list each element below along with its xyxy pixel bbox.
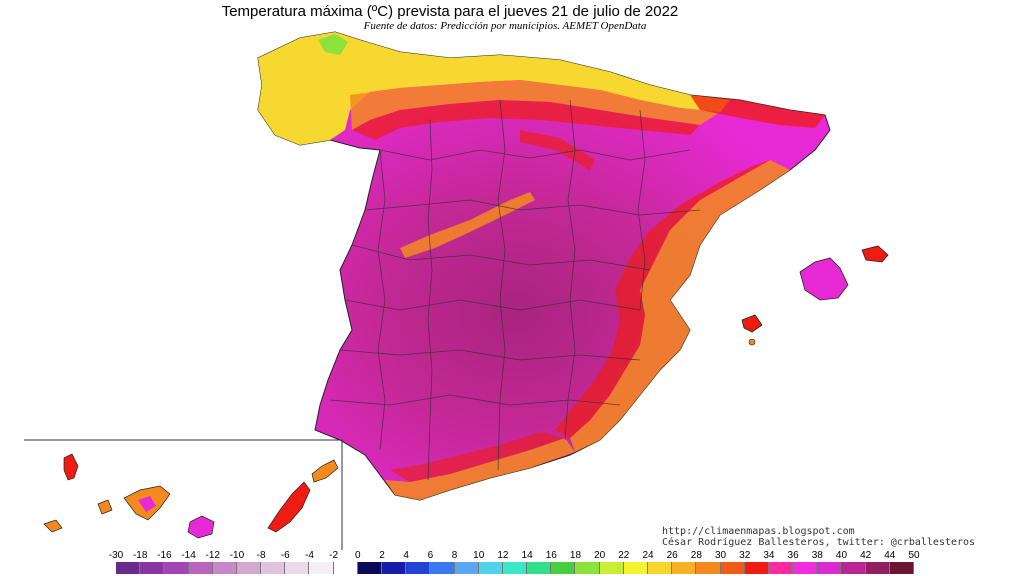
legend-label: -16 [157,550,172,561]
legend-label: 32 [739,550,751,561]
legend-label: 30 [714,550,727,561]
el-hierro-island [43,519,63,533]
fuerteventura-island [267,481,311,533]
legend-label: 18 [569,550,582,561]
legend-label: 4 [403,550,409,561]
legend-label: 12 [497,550,509,561]
legend-swatch [212,562,237,574]
legend-swatch [454,562,479,574]
legend-swatch [116,562,141,574]
iberian-system-streak [520,130,595,170]
legend-swatch [551,562,576,574]
legend-label: 14 [521,550,533,561]
tenerife-core [138,496,156,512]
legend-label: -8 [256,550,266,561]
legend-swatch [696,562,721,574]
gran-canaria-island [187,515,215,539]
legend-label: 16 [545,550,557,561]
legend-label: 34 [763,550,775,561]
legend-label: 22 [618,550,630,561]
legend-label: 28 [690,550,702,561]
legend-label: -14 [181,550,196,561]
north-coast-orange [350,80,720,130]
legend-swatch [575,562,600,574]
color-legend: -30 -18 -16 -14 -12 -10 -8 -6 -4 -2 0 2 4 6 8 10 12 14 16 1… [0,550,1024,576]
credits: http://climaenmapas.blogspot.com César R… [662,526,975,548]
legend-swatch [164,562,189,574]
legend-label: 2 [379,550,385,561]
legend-swatch [744,562,769,574]
la-gomera-island [97,499,113,515]
legend-label: -4 [305,550,314,561]
pyrenees-band [690,95,825,128]
legend-swatch [261,562,286,574]
central-system-streak [400,192,535,258]
mallorca-island [799,257,849,301]
legend-label: 38 [811,550,823,561]
legend-swatch [502,562,528,574]
legend-swatch [817,562,842,574]
legend-label: -6 [280,550,290,561]
legend-label: -2 [329,550,339,561]
legend-label: 6 [427,550,434,561]
legend-label: -12 [205,550,220,561]
legend-swatch [406,562,431,574]
legend-swatch [140,562,165,574]
east-red-inner [555,160,770,438]
galicia-green [318,34,348,55]
north-coast-band [258,32,730,145]
legend-label: 50 [908,550,920,561]
east-coast-band [570,160,790,452]
legend-swatch [430,562,455,574]
legend-swatch [865,562,890,574]
temperature-map [24,31,889,550]
legend-label: 10 [473,550,485,561]
legend-swatch [478,562,503,574]
legend-label: 0 [355,550,361,561]
legend-swatch [357,562,382,574]
credits-author: César Rodríguez Ballesteros, twitter: @c… [662,537,976,548]
legend-swatch [188,562,213,574]
legend-swatch [382,562,407,574]
legend-label: 42 [860,550,872,561]
legend-label: 8 [451,550,458,561]
legend-label: 36 [787,550,799,561]
legend-label: 40 [835,550,848,561]
legend-swatch [333,562,358,574]
legend-swatch [527,562,552,574]
credits-url: http://climaenmapas.blogspot.com [662,526,855,537]
legend-label: 20 [594,550,606,561]
legend-swatch [309,562,334,574]
legend-swatch [889,562,914,574]
legend-swatch [672,562,697,574]
lanzarote-island [311,459,339,483]
legend-label: -10 [229,550,245,561]
south-coast-band [385,438,575,500]
province-borders [329,99,701,481]
map-title: Temperatura máxima (ºC) prevista para el… [221,3,679,20]
legend-label: -18 [132,550,148,561]
legend-label: -30 [108,550,124,561]
map-subtitle: Fuente de datos: Predicción por municipi… [363,20,647,32]
legend-swatch [623,562,648,574]
legend-swatch [236,562,262,574]
legend-swatch [285,562,310,574]
menorca-island [861,245,889,263]
formentera-island [748,338,756,346]
legend-swatch [768,562,794,574]
north-red-strip [352,100,700,140]
legend-label: 26 [666,550,678,561]
legend-swatch [793,562,818,574]
ibiza-island [741,314,763,333]
canary-inset-frame [24,439,343,550]
legend-label: 44 [884,550,896,561]
legend-label: 24 [642,550,654,561]
legend-swatch [599,562,624,574]
legend-swatch [720,562,745,574]
legend-swatch [841,562,866,574]
legend-swatch [648,562,673,574]
south-red [390,432,565,482]
la-palma-island [63,453,79,481]
